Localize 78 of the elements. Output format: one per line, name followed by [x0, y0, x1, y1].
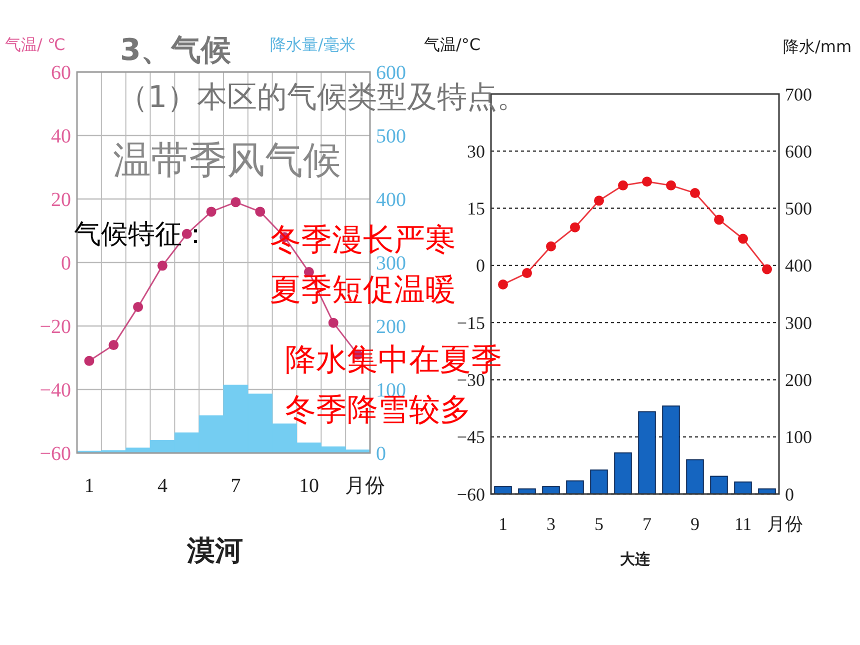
annotation: 气候特征：: [74, 219, 209, 250]
y2-tick-label: 400: [376, 189, 406, 211]
y2-tick-label: 700: [785, 84, 812, 104]
bar: [710, 476, 728, 494]
text: 3、气候: [120, 33, 232, 68]
y-tick-label: 0: [61, 252, 71, 274]
x-tick-label: 9: [690, 514, 700, 534]
x-axis-title: 月份: [767, 514, 803, 535]
y2-tick-label: 300: [376, 252, 406, 274]
text: 大连: [620, 550, 651, 568]
y2-tick-label: 600: [376, 62, 406, 84]
y-tick-label: −60: [40, 443, 71, 465]
point: [108, 340, 119, 350]
point: [666, 180, 676, 190]
bar: [614, 452, 632, 494]
y2-tick-label: 500: [376, 126, 406, 148]
point: [328, 318, 338, 328]
point: [255, 206, 266, 217]
point: [690, 188, 700, 198]
x-axis-title: 月份: [345, 473, 385, 497]
bar: [566, 480, 584, 494]
y2-tick-label: 200: [376, 316, 406, 338]
y-tick-label: 40: [51, 126, 71, 148]
point: [206, 206, 216, 217]
point: [522, 268, 532, 278]
y2-tick-label: 400: [785, 256, 812, 276]
x-tick-label: 1: [84, 475, 94, 497]
y2-tick-label: 600: [785, 141, 812, 162]
point: [642, 176, 652, 187]
x-tick-label: 7: [642, 514, 652, 534]
point: [618, 180, 628, 190]
y2-tick-label: 0: [376, 443, 386, 465]
bar: [590, 470, 608, 494]
x-tick-label: 5: [594, 514, 604, 534]
y2-tick-label: 200: [785, 370, 812, 390]
point: [182, 228, 192, 239]
point: [714, 214, 724, 225]
bar: [494, 486, 512, 494]
y2-tick-label: 300: [785, 312, 812, 333]
y-axis-title: 气温/ ℃: [5, 35, 66, 54]
x-tick-label: 10: [298, 475, 319, 497]
y-axis-title: 气温/°C: [424, 35, 481, 54]
y2-tick-label: 0: [785, 484, 794, 504]
x-tick-label: 7: [230, 475, 241, 497]
y-tick-label: 20: [51, 189, 71, 211]
x-tick-label: 4: [157, 475, 168, 497]
bar: [662, 406, 680, 494]
point: [762, 264, 772, 274]
point: [498, 279, 508, 290]
y-tick-label: −40: [40, 380, 71, 402]
y-tick-label: −60: [456, 484, 485, 504]
point: [546, 241, 556, 252]
point: [230, 197, 241, 208]
y-tick-label: 60: [51, 62, 71, 84]
point: [594, 196, 604, 206]
point: [157, 260, 168, 271]
point: [133, 302, 144, 312]
bar: [542, 486, 560, 494]
point: [84, 356, 94, 366]
y-tick-label: 30: [467, 141, 485, 162]
x-tick-label: 11: [734, 514, 752, 534]
y-tick-label: −20: [40, 316, 71, 338]
text: 漠河: [186, 534, 243, 567]
y-tick-label: 0: [476, 256, 485, 276]
point: [738, 234, 748, 244]
y2-axis-title: 降水量/毫米: [270, 35, 356, 54]
x-tick-label: 3: [546, 514, 556, 534]
point: [570, 222, 580, 232]
x-tick-label: 1: [498, 514, 508, 534]
y2-axis-title: 降水/mm: [783, 37, 852, 56]
bar: [686, 459, 704, 494]
bar: [734, 482, 752, 494]
y-tick-label: −45: [456, 427, 485, 448]
y2-tick-label: 100: [785, 427, 812, 448]
y-tick-label: 15: [467, 198, 485, 219]
y-tick-label: −15: [456, 312, 485, 333]
bar: [638, 411, 656, 494]
y2-tick-label: 500: [785, 198, 812, 219]
